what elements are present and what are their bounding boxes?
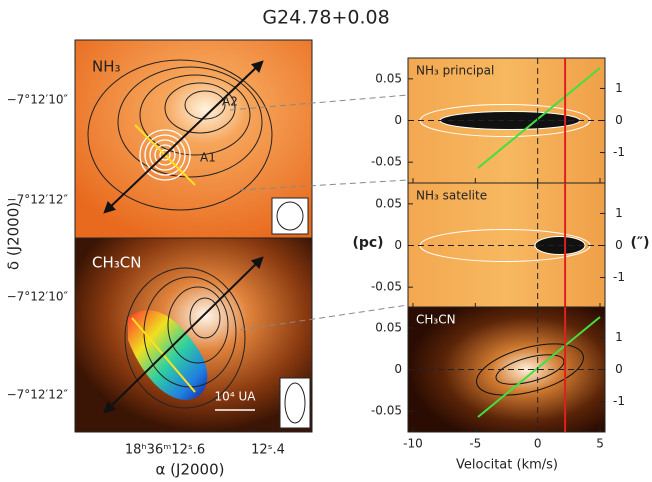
y2-axis-label: (″) (630, 235, 649, 251)
x-tick-label: -5 (469, 437, 481, 451)
annotation: A1 (200, 151, 216, 165)
x-tick-label: 5 (596, 437, 604, 451)
y2-tick-label: 0 (615, 113, 623, 127)
y-axis-label: δ (J2000) (5, 202, 23, 270)
x-axis-label: α (J2000) (156, 461, 225, 479)
y-tick-label: 0 (394, 113, 402, 127)
x-tick-label: -10 (403, 437, 423, 451)
map-top: NH₃ A2 A1 (74, 39, 313, 239)
y2-tick-label: 1 (615, 81, 623, 95)
y2-tick-label: -1 (613, 270, 625, 284)
contour (476, 343, 584, 396)
y-tick-label: −7°12′10″ (7, 93, 69, 107)
y-axis-label: (pc) (352, 235, 383, 251)
y-tick-label: −7°12′12″ (7, 193, 69, 207)
connector (229, 94, 409, 331)
y-tick-label: −7°12′10″ (7, 290, 69, 304)
y-tick-label: −7°12′12″ (7, 388, 69, 402)
y2-tick-label: 1 (615, 206, 623, 220)
y-tick-label: 0.05 (375, 320, 402, 334)
y2-tick-label: 0 (615, 362, 623, 376)
scale-label: 10⁴ UA (215, 390, 257, 404)
fit-line (477, 67, 601, 169)
y-tick-label: 0 (394, 238, 402, 252)
y2-tick-label: 0 (615, 238, 623, 252)
y-tick-label: 0 (394, 362, 402, 376)
fit-line (477, 316, 601, 418)
x-tick-label: 12ˢ.4 (251, 443, 285, 458)
y-tick-label: -0.05 (371, 280, 402, 294)
panel-label: NH₃ (92, 58, 121, 76)
map-bottom: 10⁴ UA CH₃CN (74, 237, 313, 433)
panel-label: CH₃CN (416, 313, 456, 327)
y-tick-label: -0.05 (371, 404, 402, 418)
panel-label: CH₃CN (92, 254, 141, 272)
figure-title: G24.78+0.08 (262, 7, 389, 29)
y2-tick-label: 1 (615, 330, 623, 344)
y-tick-label: 0.05 (375, 71, 402, 85)
annotation: A2 (222, 95, 238, 109)
panel-label: NH₃ principal (416, 64, 494, 78)
y-tick-label: -0.05 (371, 155, 402, 169)
panel-label: NH₃ satelite (416, 189, 487, 203)
x-tick-label: 0 (534, 437, 542, 451)
x-axis-label: Velocitat (km/s) (456, 458, 558, 473)
y2-tick-label: -1 (613, 394, 625, 408)
y2-tick-label: -1 (613, 145, 625, 159)
contour (495, 354, 565, 385)
x-tick-label: 18ʰ36ᵐ12ˢ.6 (125, 443, 205, 458)
y-tick-label: 0.05 (375, 196, 402, 210)
